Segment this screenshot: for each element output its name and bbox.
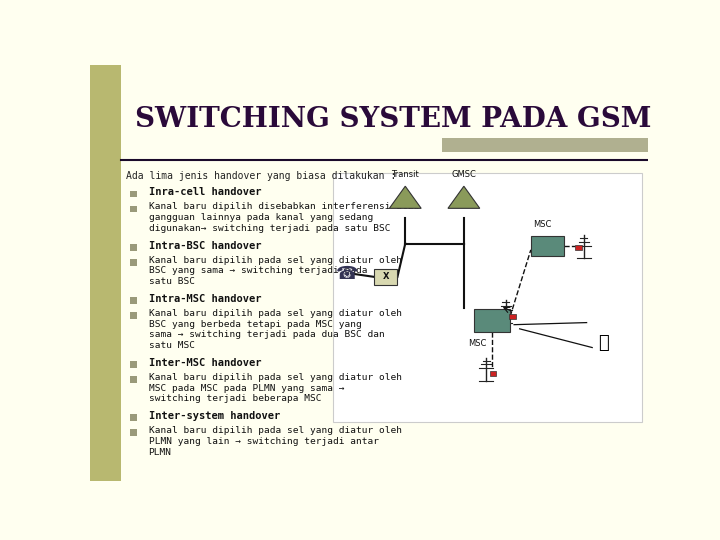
Text: MSC: MSC [533, 220, 552, 229]
Bar [490, 371, 496, 376]
Bar [130, 191, 138, 198]
Polygon shape [390, 186, 421, 208]
Text: Kanal baru dipilih pada sel yang diatur oleh
BSC yang berbeda tetapi pada MSC ya: Kanal baru dipilih pada sel yang diatur … [148, 309, 402, 350]
Text: Intra-MSC handover: Intra-MSC handover [148, 294, 261, 304]
Bar [509, 314, 516, 319]
Bar [441, 138, 648, 152]
Bar [130, 297, 138, 304]
Bar [575, 245, 582, 250]
Text: Ada lima jenis handover yang biasa dilakukan :: Ada lima jenis handover yang biasa dilak… [126, 171, 397, 181]
Text: Kanal baru dipilih pada sel yang diatur oleh
MSC pada MSC pada PLMN yang sama →
: Kanal baru dipilih pada sel yang diatur … [148, 373, 402, 403]
Polygon shape [448, 186, 480, 208]
Text: Intra-BSC handover: Intra-BSC handover [148, 241, 261, 251]
Text: Kanal baru dipilih disebabkan interferensi atau
gangguan lainnya pada kanal yang: Kanal baru dipilih disebabkan interferen… [148, 202, 419, 233]
Text: Transit: Transit [392, 170, 419, 179]
Text: 📱: 📱 [598, 334, 608, 353]
Bar [130, 429, 138, 436]
Text: Inra-cell handover: Inra-cell handover [148, 187, 261, 198]
Text: MSC: MSC [469, 339, 487, 348]
Bar [130, 312, 138, 319]
Text: X: X [382, 272, 389, 281]
Text: Inter-MSC handover: Inter-MSC handover [148, 358, 261, 368]
Text: Kanal baru dipilih pada sel yang diatur oleh
PLMN yang lain → switching terjadi : Kanal baru dipilih pada sel yang diatur … [148, 426, 402, 457]
Text: Inter-system handover: Inter-system handover [148, 411, 280, 421]
Bar [130, 206, 138, 212]
Bar [474, 309, 510, 332]
Bar [130, 415, 138, 421]
Text: GMSC: GMSC [451, 170, 477, 179]
Bar [374, 269, 397, 285]
Bar [130, 244, 138, 251]
Bar [333, 173, 642, 422]
Text: Kanal baru dipilih pada sel yang diatur oleh
BSC yang sama → switching terjadi p: Kanal baru dipilih pada sel yang diatur … [148, 255, 402, 286]
Bar [130, 361, 138, 368]
Bar [130, 376, 138, 383]
Bar [90, 65, 121, 481]
Text: ☎: ☎ [336, 265, 358, 282]
Text: SWITCHING SYSTEM PADA GSM: SWITCHING SYSTEM PADA GSM [135, 106, 651, 133]
Bar [531, 235, 564, 255]
Bar [130, 259, 138, 266]
